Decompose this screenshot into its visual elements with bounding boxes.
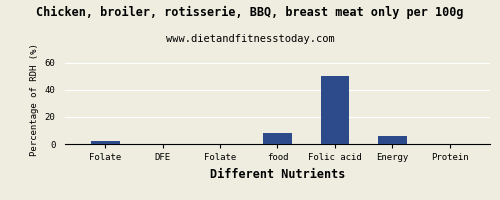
- Bar: [378, 136, 406, 144]
- Y-axis label: Percentage of RDH (%): Percentage of RDH (%): [30, 44, 39, 156]
- Bar: [263, 133, 292, 144]
- Bar: [91, 141, 120, 144]
- X-axis label: Different Nutrients: Different Nutrients: [210, 168, 345, 181]
- Bar: [320, 76, 350, 144]
- Text: Chicken, broiler, rotisserie, BBQ, breast meat only per 100g: Chicken, broiler, rotisserie, BBQ, breas…: [36, 6, 464, 19]
- Text: www.dietandfitnesstoday.com: www.dietandfitnesstoday.com: [166, 34, 334, 44]
